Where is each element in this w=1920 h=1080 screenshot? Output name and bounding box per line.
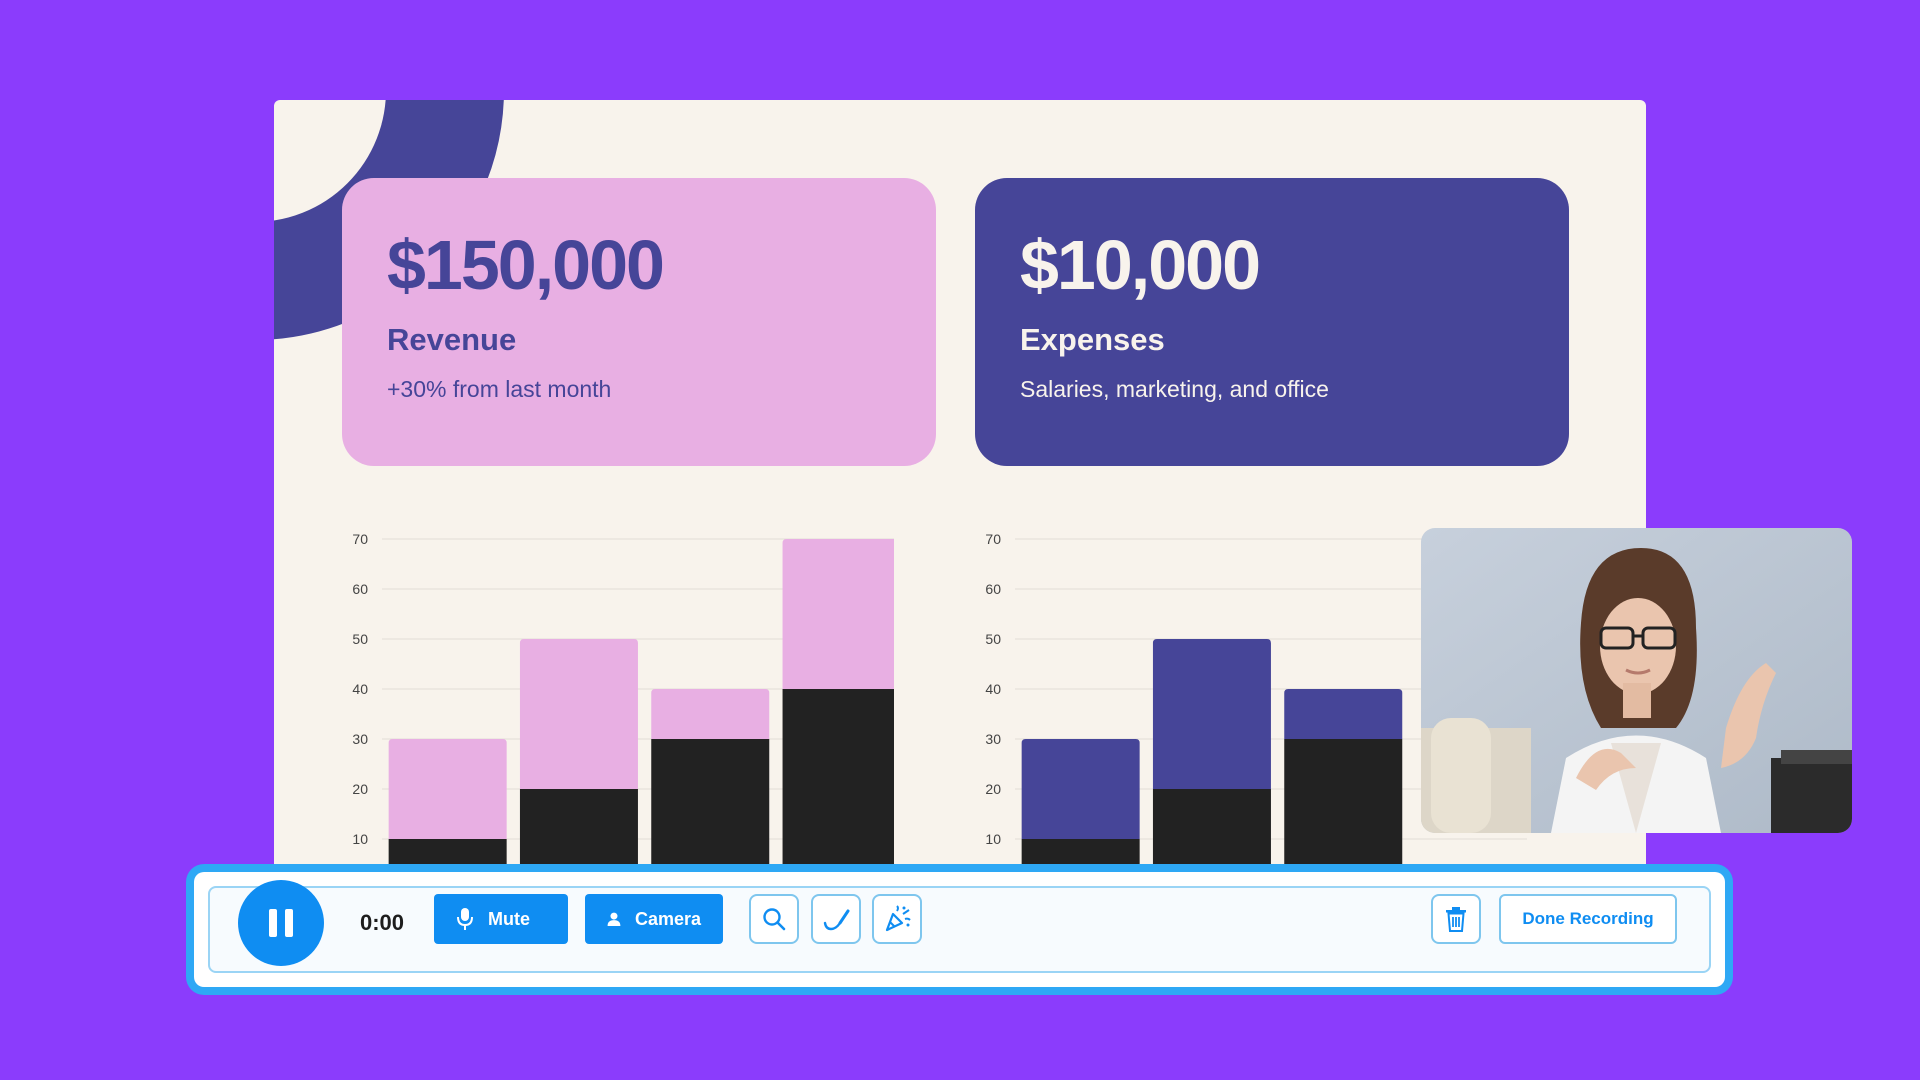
recording-toolbar: 0:00 Mute Camera xyxy=(208,880,1711,973)
microphone-icon xyxy=(457,908,473,930)
presenter-video xyxy=(1421,528,1852,833)
y-tick-label: 50 xyxy=(985,631,1001,647)
draw-button[interactable] xyxy=(811,894,861,944)
chart-bar-segment xyxy=(1284,689,1403,739)
chart-bar-segment xyxy=(782,689,894,889)
y-tick-label: 50 xyxy=(352,631,368,647)
y-tick-label: 30 xyxy=(985,731,1001,747)
delete-button[interactable] xyxy=(1431,894,1481,944)
zoom-button[interactable] xyxy=(749,894,799,944)
expenses-card: $10,000 Expenses Salaries, marketing, an… xyxy=(975,178,1569,466)
y-tick-label: 10 xyxy=(352,831,368,847)
expenses-description: Salaries, marketing, and office xyxy=(1020,376,1329,402)
confetti-icon xyxy=(885,905,911,932)
y-tick-label: 70 xyxy=(985,531,1001,547)
confetti-button[interactable] xyxy=(872,894,922,944)
revenue-amount: $150,000 xyxy=(387,226,665,304)
expenses-amount: $10,000 xyxy=(1020,226,1261,304)
revenue-chart-svg: 010203040506070Item 1Item 2Item 3Item 4 xyxy=(352,531,894,890)
revenue-card: $150,000 Revenue +30% from last month xyxy=(342,178,936,466)
chart-bar-segment xyxy=(388,739,507,839)
pause-button[interactable] xyxy=(238,880,324,966)
revenue-label: Revenue xyxy=(387,322,517,357)
y-tick-label: 10 xyxy=(985,831,1001,847)
webcam-preview[interactable] xyxy=(1421,528,1852,833)
recording-timer: 0:00 xyxy=(360,910,405,935)
pause-icon xyxy=(269,909,277,937)
chart-bar-segment xyxy=(519,639,638,789)
expenses-label: Expenses xyxy=(1020,322,1165,357)
presentation-slide: $150,000 Revenue +30% from last month $1… xyxy=(274,100,1646,890)
camera-label: Camera xyxy=(634,908,701,929)
chart-bar-segment xyxy=(1152,639,1271,789)
y-tick-label: 40 xyxy=(352,681,368,697)
mute-label: Mute xyxy=(488,908,530,929)
search-icon xyxy=(763,908,786,931)
y-tick-label: 20 xyxy=(352,781,368,797)
y-tick-label: 30 xyxy=(352,731,368,747)
y-tick-label: 70 xyxy=(352,531,368,547)
chart-bar-segment xyxy=(1021,739,1140,839)
trash-icon xyxy=(1446,907,1466,932)
chart-bar-segment xyxy=(782,539,894,689)
recording-toolbar-inner: 0:00 Mute Camera xyxy=(194,872,1725,987)
pen-icon xyxy=(823,909,850,931)
revenue-chart: 010203040506070Item 1Item 2Item 3Item 4 xyxy=(334,525,894,890)
done-recording-button[interactable]: Done Recording xyxy=(1499,894,1677,944)
pause-icon-bar xyxy=(285,909,293,937)
y-tick-label: 20 xyxy=(985,781,1001,797)
person-icon xyxy=(607,912,621,926)
revenue-description: +30% from last month xyxy=(387,376,612,402)
y-tick-label: 60 xyxy=(352,581,368,597)
chart-bar-segment xyxy=(651,689,770,739)
camera-button[interactable]: Camera xyxy=(585,894,723,944)
recording-toolbar-frame: 0:00 Mute Camera xyxy=(186,864,1733,995)
mute-button[interactable]: Mute xyxy=(434,894,568,944)
y-tick-label: 60 xyxy=(985,581,1001,597)
y-tick-label: 40 xyxy=(985,681,1001,697)
